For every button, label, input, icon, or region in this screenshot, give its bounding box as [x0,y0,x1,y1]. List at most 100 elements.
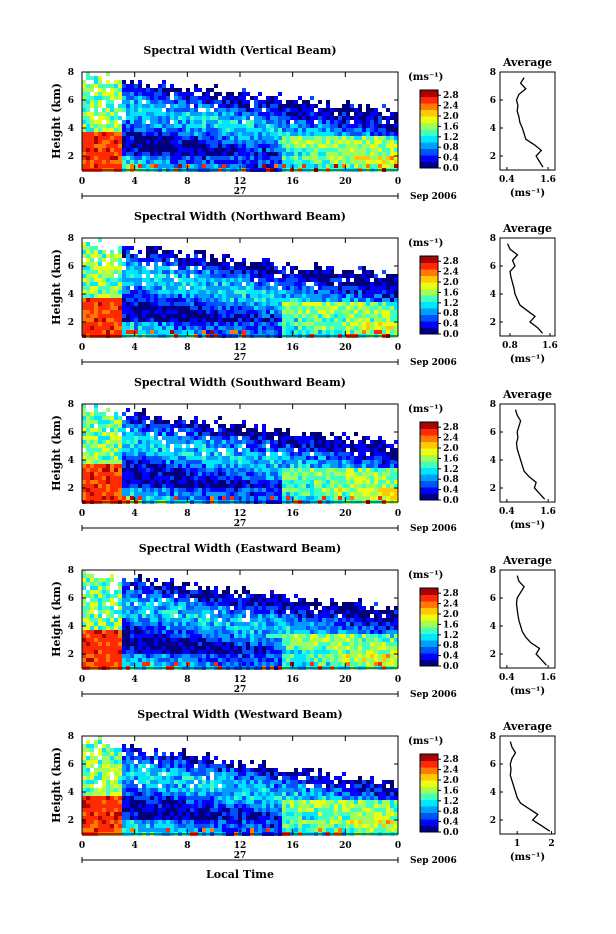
heatmap-cell [142,294,146,298]
heatmap-cell [374,274,378,278]
colorbar-swatch [420,429,438,436]
heatmap-cell [222,314,226,318]
heatmap-cell [170,436,174,440]
heatmap-cell [158,100,162,104]
heatmap-cell [270,156,274,160]
heatmap-cell [386,456,390,460]
heatmap-cell [362,112,366,116]
date-label: Sep 2006 [410,192,457,202]
heatmap-cell [290,464,294,468]
heatmap-cell [366,156,370,160]
heatmap-cell [394,464,398,468]
heatmap-cell [378,148,382,152]
heatmap-cell [114,634,118,638]
heatmap-cell [154,282,158,286]
heatmap-cell [258,266,262,270]
heatmap-cell [122,318,126,322]
heatmap-cell [94,156,98,160]
heatmap-cell [282,456,286,460]
heatmap-cell [178,322,182,326]
heatmap-cell [122,274,126,278]
heatmap-cell [130,428,134,432]
heatmap-cell [350,484,354,488]
heatmap-cell [110,132,114,136]
heatmap-cell [258,310,262,314]
heatmap-cell [262,448,266,452]
heatmap-cell [358,274,362,278]
heatmap-cell [186,330,190,334]
heatmap-cell [378,124,382,128]
heatmap-cell [342,326,346,330]
heatmap-cell [214,124,218,128]
x-tick-label: 4 [132,509,138,519]
heatmap-cell [222,262,226,266]
heatmap-cell [258,116,262,120]
heatmap-cell [286,302,290,306]
heatmap-cell [290,310,294,314]
heatmap-cell [258,314,262,318]
heatmap-cell [190,92,194,96]
heatmap-cell [178,96,182,100]
heatmap-cell [194,112,198,116]
heatmap-cell [394,460,398,464]
heatmap-cell [86,330,90,334]
heatmap-cell [194,452,198,456]
heatmap-cell [202,262,206,266]
heatmap-cell [286,480,290,484]
heatmap-cell [342,440,346,444]
heatmap-cell [198,160,202,164]
heatmap-cell [90,112,94,116]
heatmap-cell [254,432,258,436]
heatmap-cell [122,326,126,330]
heatmap-cell [354,112,358,116]
y-tick-label: 6 [68,428,74,438]
heatmap-cell [386,460,390,464]
heatmap-cell [102,310,106,314]
heatmap-cell [166,484,170,488]
heatmap-cell [374,286,378,290]
heatmap-cell [254,120,258,124]
average-line [516,410,545,500]
heatmap-cell [82,650,86,654]
heatmap-cell [178,452,182,456]
heatmap-cell [98,238,102,242]
heatmap-cell [90,314,94,318]
heatmap-cell [190,448,194,452]
heatmap-cell [130,124,134,128]
heatmap-cell [86,594,90,598]
heatmap-cell [94,448,98,452]
heatmap-cell [182,436,186,440]
heatmap-cell [374,108,378,112]
heatmap-cell [386,132,390,136]
heatmap-cell [130,160,134,164]
heatmap-cell [310,480,314,484]
heatmap-cell [330,120,334,124]
heatmap-cell [154,88,158,92]
colorbar-swatch [420,295,438,302]
heatmap-cell [258,432,262,436]
heatmap-cell [290,100,294,104]
heatmap-cell [234,440,238,444]
heatmap-cell [186,488,190,492]
heatmap-cell [210,436,214,440]
heatmap-cell [354,484,358,488]
heatmap-cell [270,294,274,298]
heatmap-cell [102,448,106,452]
heatmap-cell [394,152,398,156]
heatmap-cell [230,258,234,262]
day-label: 27 [234,353,247,363]
heatmap-cell [110,436,114,440]
heatmap-cell [218,302,222,306]
heatmap-cell [298,330,302,334]
heatmap-cell [250,262,254,266]
heatmap-cell [114,590,118,594]
heatmap-cell [154,314,158,318]
heatmap-cell [110,496,114,500]
heatmap-cell [118,496,122,500]
heatmap-cell [266,108,270,112]
heatmap-cell [158,88,162,92]
heatmap-cell [298,164,302,168]
heatmap-cell [202,298,206,302]
heatmap-cell [86,156,90,160]
heatmap-cell [238,460,242,464]
